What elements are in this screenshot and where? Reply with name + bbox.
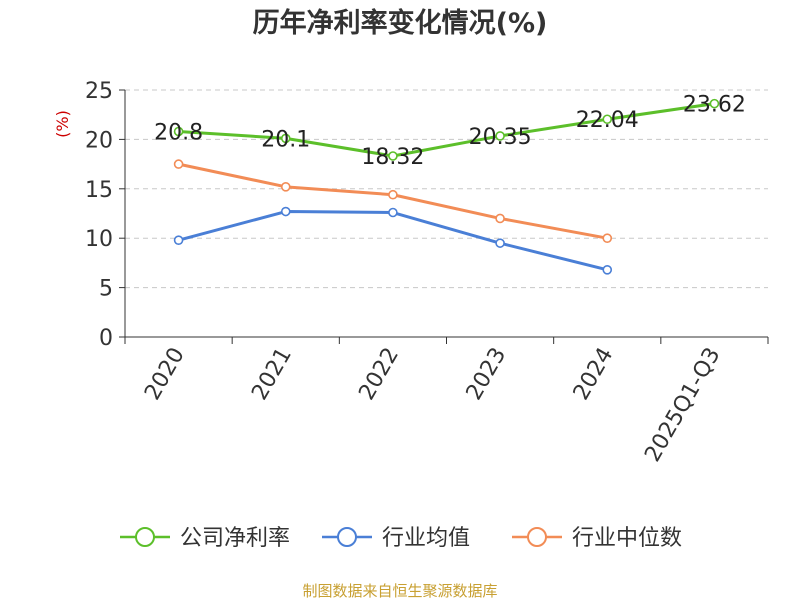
legend-label: 行业中位数 xyxy=(572,526,682,551)
data-label: 20.1 xyxy=(261,127,310,152)
data-point xyxy=(495,131,505,141)
series-line xyxy=(178,102,715,158)
series-line xyxy=(178,162,608,240)
data-point xyxy=(173,126,184,137)
legend: 公司净利率 行业均值 行业中位数 xyxy=(120,526,682,551)
data-point xyxy=(173,159,184,169)
y-tick-label: 10 xyxy=(85,227,113,252)
data-point xyxy=(602,114,613,125)
data-label: 22.04 xyxy=(576,108,639,133)
y-tick-label: 0 xyxy=(99,326,113,351)
data-label: 20.8 xyxy=(154,120,203,145)
data-label: 23.62 xyxy=(683,93,746,118)
chart-title: 历年净利率变化情况(%) xyxy=(253,7,548,39)
data-point xyxy=(388,207,398,218)
data-point xyxy=(495,238,505,248)
legend-label: 公司净利率 xyxy=(180,526,290,551)
data-point xyxy=(280,206,291,217)
data-point xyxy=(280,133,291,144)
series-line xyxy=(178,210,608,272)
x-tick-label: 2020 xyxy=(140,344,190,405)
data-point xyxy=(173,235,184,245)
y-tick-label: 15 xyxy=(85,178,113,203)
legend-marker xyxy=(135,527,155,547)
data-point xyxy=(388,151,398,161)
data-point xyxy=(495,213,505,224)
y-tick-label: 5 xyxy=(99,277,113,302)
legend-marker xyxy=(337,527,357,547)
x-tick-label: 2025Q1-Q3 xyxy=(640,344,725,467)
data-point xyxy=(280,182,291,192)
gridlines xyxy=(125,89,768,289)
y-tick-label: 25 xyxy=(85,79,113,104)
data-labels: 20.8 20.1 18.32 20.35 22.04 23.62 xyxy=(154,93,746,170)
x-tick-label: 2024 xyxy=(569,344,619,405)
data-point xyxy=(602,265,613,275)
x-tick-label: 2022 xyxy=(354,344,404,405)
data-point xyxy=(602,233,613,243)
y-tick-label: 20 xyxy=(85,128,113,153)
series-lines xyxy=(173,98,720,275)
data-label: 20.35 xyxy=(469,125,532,150)
data-point xyxy=(709,98,720,109)
x-tick-label: 2021 xyxy=(247,344,297,405)
legend-marker xyxy=(527,527,547,547)
y-axis-label: (%) xyxy=(53,110,72,138)
x-tick-label: 2023 xyxy=(462,344,512,405)
data-point xyxy=(388,189,398,200)
data-label: 18.32 xyxy=(361,145,424,170)
legend-label: 行业均值 xyxy=(382,526,470,551)
source-note: 制图数据来自恒生聚源数据库 xyxy=(302,582,497,600)
